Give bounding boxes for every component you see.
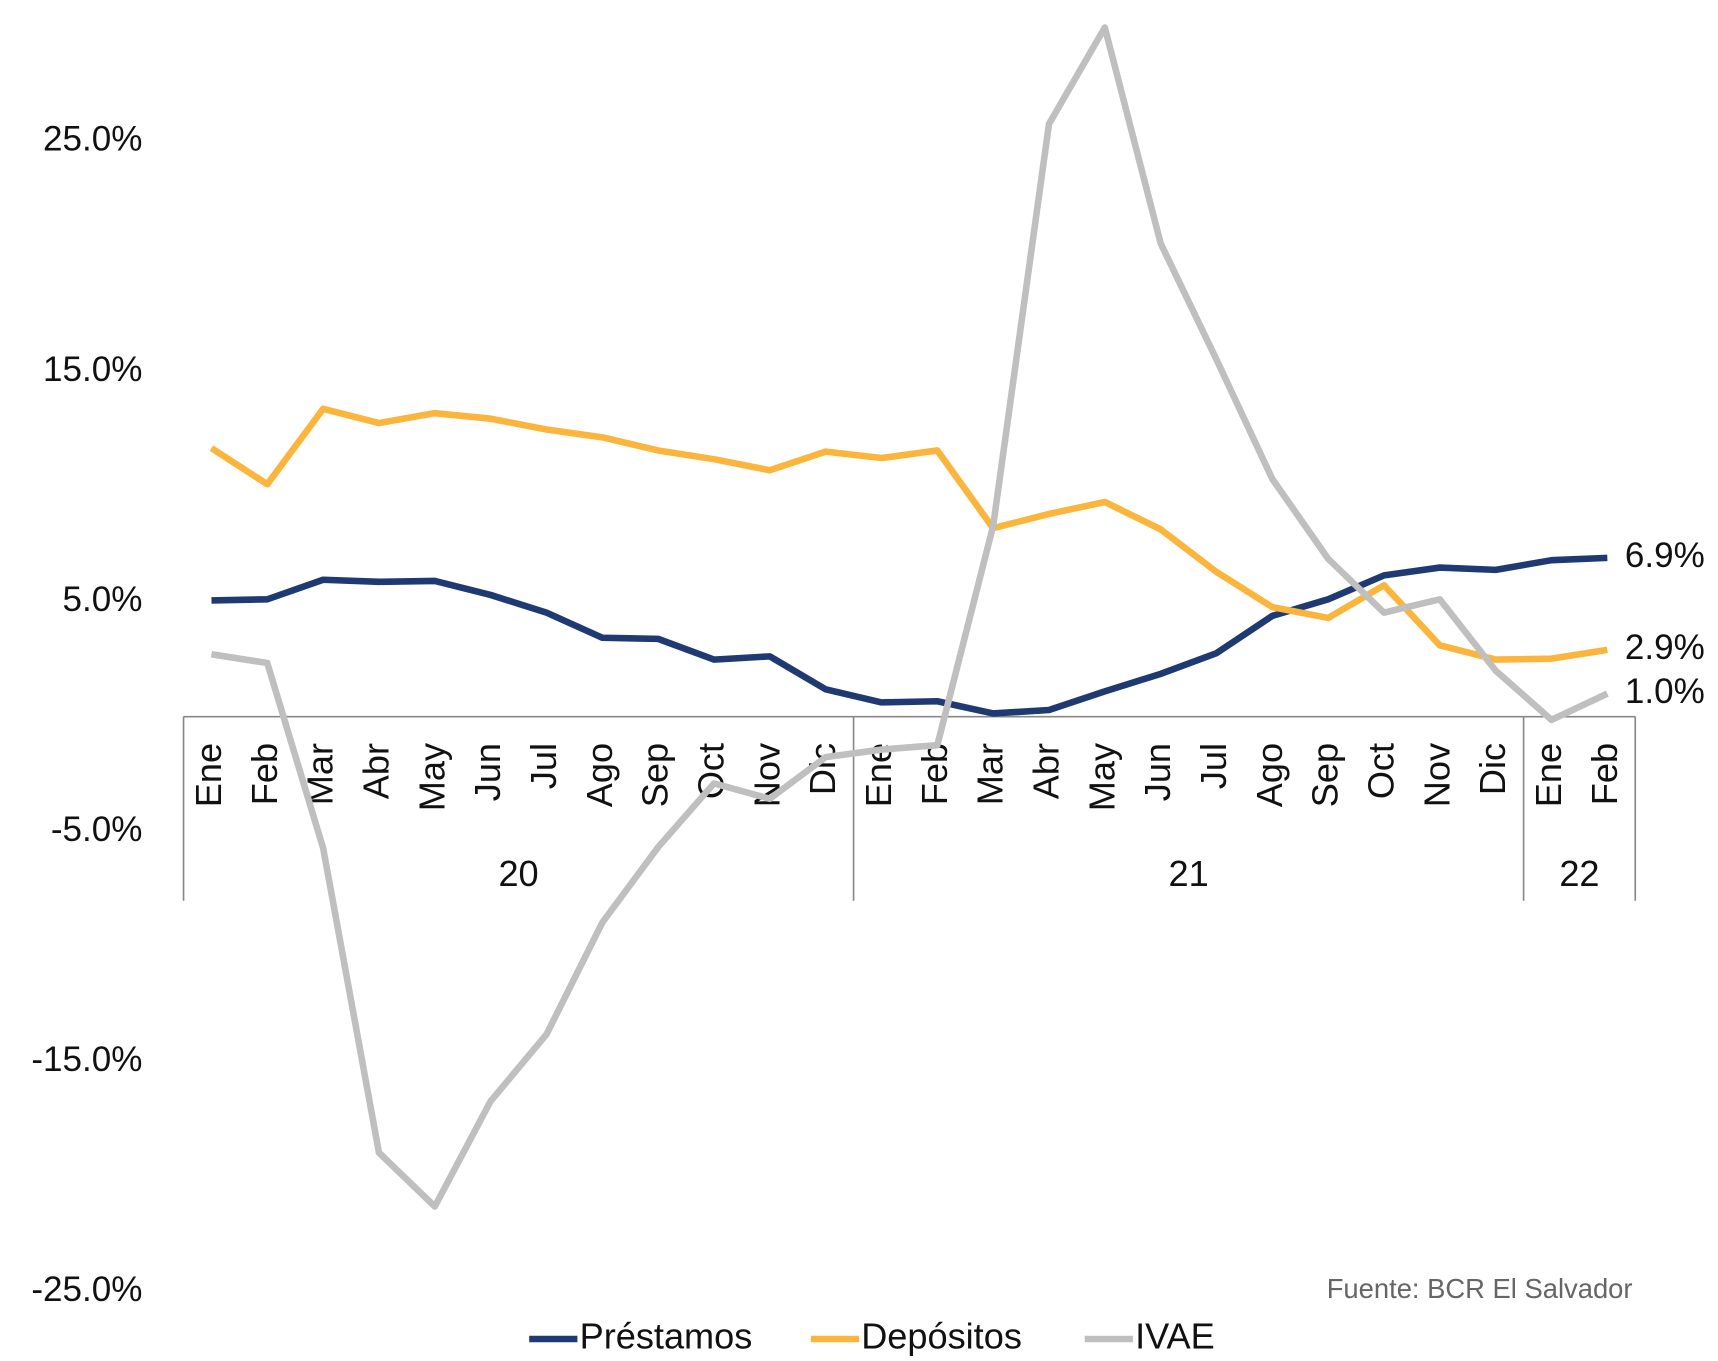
y-tick-label: -5.0% [51, 810, 143, 849]
x-tick-label: Ene [188, 743, 229, 807]
x-tick-label: Abr [356, 743, 397, 799]
x-tick-label: Feb [914, 743, 955, 805]
group-label: 22 [1559, 853, 1599, 894]
series-line [211, 554, 1608, 717]
y-tick-label: 25.0% [43, 120, 142, 159]
legend-label: Préstamos [580, 1316, 753, 1357]
x-tick-label: Abr [1026, 743, 1067, 799]
y-tick-label: -15.0% [31, 1040, 142, 1079]
series-line [210, 24, 1609, 1210]
x-tick-label: Sep [1305, 743, 1346, 807]
x-tick-label: Dic [1472, 743, 1513, 795]
y-tick-label: 5.0% [63, 580, 143, 619]
data-label: 2.9% [1625, 628, 1705, 667]
source-note: Fuente: BCR El Salvador [1327, 1273, 1633, 1304]
group-label: 21 [1168, 853, 1208, 894]
y-tick-label: 15.0% [43, 350, 142, 389]
x-tick-label: May [1081, 743, 1122, 811]
x-tick-label: Ago [579, 743, 620, 807]
x-tick-label: Oct [1361, 743, 1402, 799]
x-tick-label: Feb [1584, 743, 1625, 805]
x-tick-label: Jul [1193, 743, 1234, 789]
legend-label: Depósitos [861, 1316, 1022, 1357]
series-line [209, 405, 1608, 663]
data-label: 1.0% [1625, 672, 1705, 711]
group-label: 20 [498, 853, 538, 894]
x-tick-label: Jun [467, 743, 508, 801]
x-tick-label: Jun [1137, 743, 1178, 801]
x-tick-label: Mar [970, 743, 1011, 805]
x-tick-label: Ene [1528, 743, 1569, 807]
legend-label: IVAE [1135, 1316, 1215, 1357]
x-tick-label: Feb [244, 743, 285, 805]
x-tick-label: May [411, 743, 452, 811]
y-tick-label: -25.0% [31, 1270, 142, 1309]
x-tick-label: Nov [1416, 743, 1457, 807]
x-tick-label: Sep [635, 743, 676, 807]
data-label: 6.9% [1625, 536, 1705, 575]
x-tick-label: Ago [1249, 743, 1290, 807]
x-tick-label: Jul [523, 743, 564, 789]
